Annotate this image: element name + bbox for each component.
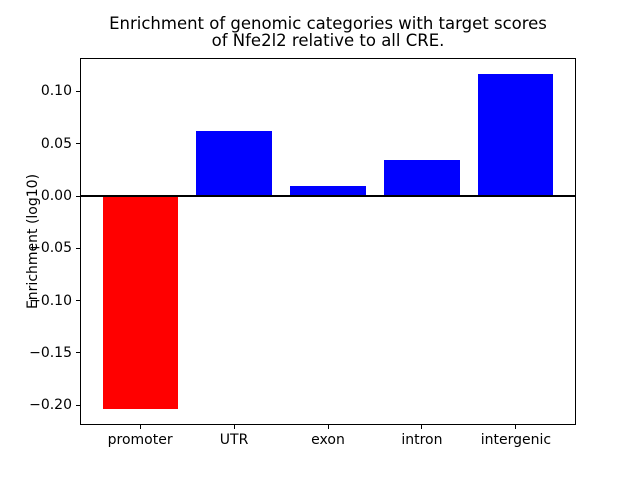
x-tick-mark <box>421 425 423 429</box>
bar-intron <box>384 160 460 196</box>
y-tick-label: −0.05 <box>29 240 72 257</box>
bar-intergenic <box>478 73 554 196</box>
y-tick-mark <box>76 195 80 197</box>
y-tick-mark <box>76 247 80 249</box>
y-tick-label: −0.10 <box>29 292 72 309</box>
x-tick-label-intergenic: intergenic <box>480 432 552 448</box>
y-tick-label: 0.05 <box>40 135 72 152</box>
y-tick-mark <box>76 404 80 406</box>
x-tick-mark <box>233 425 235 429</box>
x-tick-mark <box>139 425 141 429</box>
bar-exon <box>290 185 366 196</box>
y-tick-label: 0.10 <box>40 83 72 100</box>
y-tick-mark <box>76 143 80 145</box>
y-tick-label: −0.15 <box>29 344 72 361</box>
x-tick-mark <box>327 425 329 429</box>
y-tick-mark <box>76 352 80 354</box>
x-tick-label-promoter: promoter <box>107 432 173 448</box>
bar-UTR <box>196 131 272 196</box>
y-tick-mark <box>76 90 80 92</box>
y-tick-mark <box>76 300 80 302</box>
y-tick-label: −0.20 <box>29 397 72 414</box>
x-tick-mark <box>515 425 517 429</box>
zero-line <box>80 195 576 198</box>
x-tick-label-intron: intron <box>401 432 443 448</box>
bar-promoter <box>102 196 178 410</box>
y-tick-label: 0.00 <box>40 188 72 205</box>
chart-title: Enrichment of genomic categories with ta… <box>109 14 547 50</box>
x-tick-label-UTR: UTR <box>219 432 249 448</box>
x-tick-label-exon: exon <box>311 432 345 448</box>
